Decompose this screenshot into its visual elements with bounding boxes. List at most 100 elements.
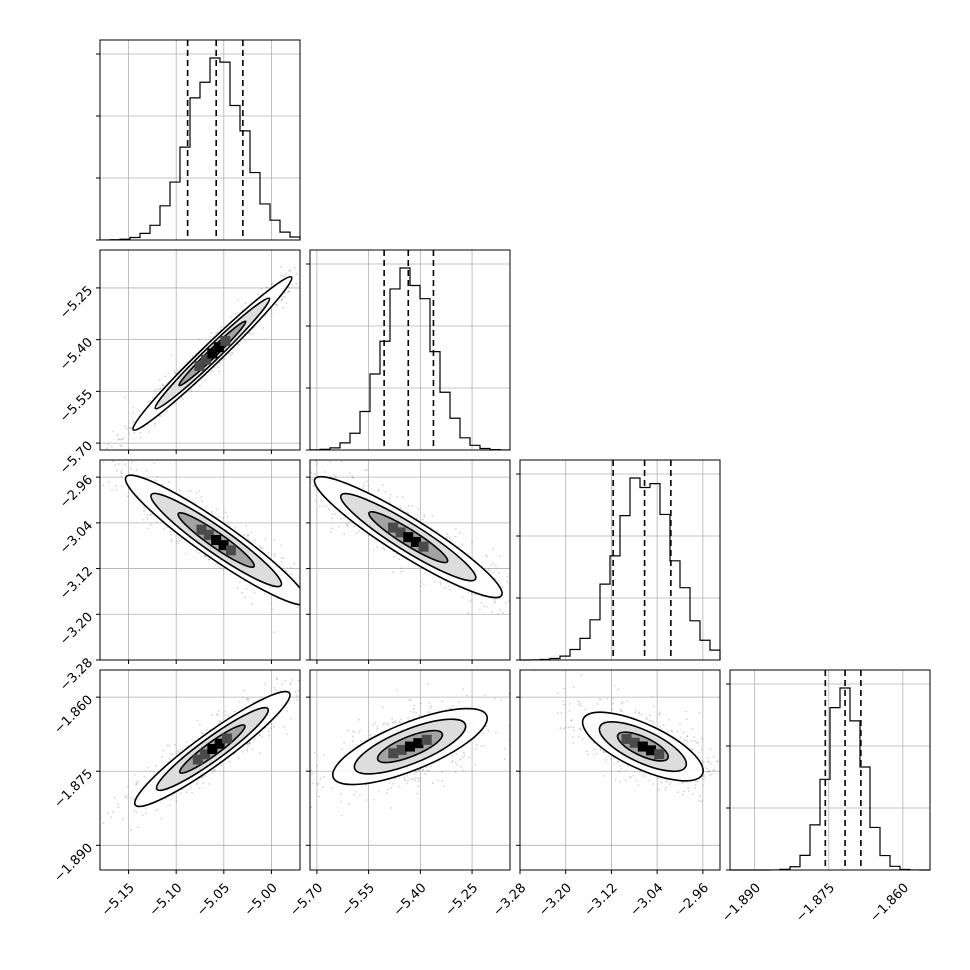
y-tick-label: −3.12 [57, 564, 96, 603]
sample-point [162, 384, 164, 386]
sample-point [705, 767, 708, 770]
sample-point [711, 772, 713, 775]
sample-point [461, 756, 464, 759]
sample-point [446, 536, 448, 538]
sample-point [354, 791, 357, 793]
sample-point [170, 540, 173, 543]
density-cell [646, 745, 657, 756]
sample-point [244, 705, 247, 708]
sample-point [394, 721, 397, 724]
y-tick-label: −1.875 [51, 767, 96, 812]
sample-point [334, 476, 337, 479]
sample-point [572, 686, 575, 688]
sample-point [414, 779, 417, 782]
sample-point [130, 427, 133, 429]
sample-point [567, 726, 570, 729]
sample-point [204, 379, 207, 382]
sample-point [340, 747, 343, 750]
sample-point [258, 751, 261, 754]
sample-point [179, 537, 182, 540]
sample-point [261, 736, 263, 738]
sample-point [107, 443, 110, 446]
panel-frame [99, 459, 301, 661]
sample-point [691, 727, 694, 730]
sample-point [162, 750, 165, 752]
sample-point [437, 780, 440, 782]
sample-point [362, 487, 364, 490]
sample-point [474, 763, 477, 766]
sample-point [209, 335, 211, 338]
sample-point [430, 765, 432, 768]
sample-point [146, 766, 149, 769]
sample-point [570, 719, 572, 722]
sample-point [596, 752, 598, 755]
sample-point [103, 454, 105, 456]
sample-point [296, 698, 299, 701]
sample-point [422, 769, 425, 771]
sample-point [322, 786, 325, 788]
sample-point [676, 730, 679, 733]
sample-point [609, 758, 612, 760]
sample-point [652, 783, 655, 785]
sample-point [320, 622, 322, 624]
sample-point [129, 467, 132, 470]
sample-point [396, 689, 399, 692]
sample-point [227, 714, 230, 716]
sample-point [409, 698, 412, 701]
sample-point [251, 748, 254, 751]
sample-point [124, 463, 127, 465]
histogram-step [99, 57, 301, 241]
sample-point [124, 425, 126, 428]
sample-point [404, 779, 407, 782]
sample-point [211, 714, 214, 716]
sample-point [418, 780, 420, 782]
sample-point [318, 795, 321, 798]
sample-point [391, 717, 394, 720]
sample-point [169, 530, 172, 533]
sample-point [399, 567, 402, 570]
sample-point [713, 769, 716, 772]
sample-point [720, 776, 722, 778]
sample-point [259, 734, 262, 737]
density-cell [396, 744, 407, 755]
sample-point [459, 531, 461, 534]
sample-point [467, 591, 470, 594]
sample-point [428, 702, 431, 704]
sample-point [226, 523, 229, 525]
sample-point [305, 481, 307, 483]
sample-point [695, 780, 697, 783]
sample-point [198, 787, 201, 789]
x-tick-label: −1.875 [793, 881, 838, 926]
sample-point [451, 761, 453, 763]
sample-point [421, 768, 424, 771]
sample-point [319, 777, 322, 780]
sample-point [324, 619, 326, 621]
histogram-step [519, 477, 721, 661]
sample-point [191, 355, 194, 357]
sample-point [613, 763, 616, 765]
sample-point [185, 791, 188, 794]
sample-point [682, 781, 684, 784]
sample-point [124, 795, 126, 798]
sample-point [313, 485, 315, 487]
sample-point [120, 472, 123, 475]
sample-point [534, 619, 536, 621]
sample-point [114, 464, 116, 467]
sample-point [616, 760, 619, 763]
sample-point [423, 772, 426, 775]
sample-point [111, 489, 113, 491]
sample-point [664, 789, 667, 791]
sample-point [307, 603, 309, 605]
sample-point [652, 705, 655, 707]
sample-point [137, 826, 139, 829]
sample-point [417, 508, 420, 510]
sample-point [388, 782, 391, 784]
sample-point [599, 748, 602, 751]
sample-point [168, 804, 171, 806]
scatter-panel-3-1 [306, 669, 511, 874]
sample-point [402, 570, 404, 573]
sample-point [493, 598, 496, 601]
sample-point [303, 265, 305, 267]
sample-point [244, 596, 247, 599]
sample-point [159, 387, 162, 389]
